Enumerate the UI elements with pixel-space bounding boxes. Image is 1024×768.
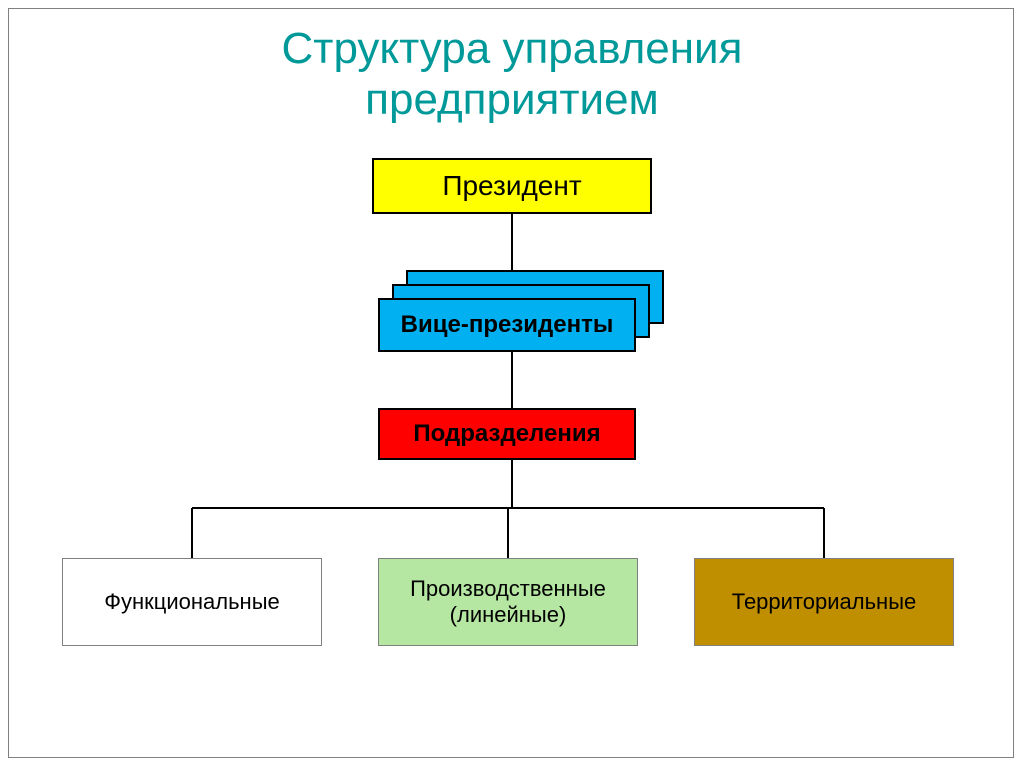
- node-production: Производственные (линейные): [378, 558, 638, 646]
- node-divisions: Подразделения: [378, 408, 636, 460]
- node-production-content: Производственные (линейные): [410, 576, 606, 628]
- node-functional: Функциональные: [62, 558, 322, 646]
- node-vice-label: Вице-президенты: [401, 311, 614, 339]
- node-functional-label: Функциональные: [104, 589, 280, 615]
- connector-lines: [0, 0, 1024, 768]
- node-territorial-label: Территориальные: [732, 589, 917, 615]
- node-president-label: Президент: [442, 170, 581, 202]
- node-territorial: Территориальные: [694, 558, 954, 646]
- node-production-l2: (линейные): [450, 602, 567, 627]
- node-production-l1: Производственные: [410, 576, 606, 601]
- node-president: Президент: [372, 158, 652, 214]
- diagram-stage: Президент Вице-президенты Подразделения …: [0, 0, 1024, 768]
- node-divisions-label: Подразделения: [413, 420, 600, 448]
- node-vice-presidents: Вице-президенты: [378, 298, 636, 352]
